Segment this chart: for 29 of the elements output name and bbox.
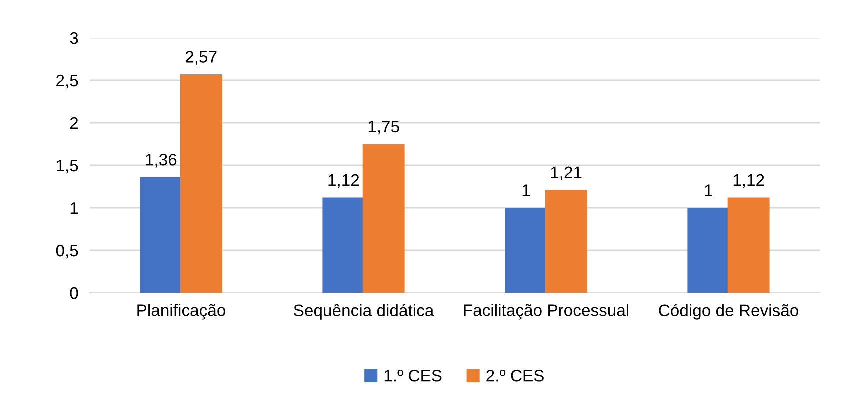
- y-tick-label: 0,5: [56, 244, 78, 259]
- data-label: 1: [705, 184, 712, 196]
- y-tick-label: 1,5: [56, 160, 78, 174]
- data-label: 1,12: [734, 174, 764, 188]
- y-tick-label: 3: [70, 32, 78, 44]
- y-tick-label: 2: [70, 117, 78, 130]
- x-tick-label: Planificação: [138, 304, 226, 320]
- bar: [728, 198, 770, 293]
- bar: [140, 177, 182, 293]
- legend-label: 2.º CES: [486, 370, 544, 382]
- x-tick-label: Código de Revisão: [659, 304, 798, 320]
- data-label: 1,75: [368, 120, 400, 135]
- data-label: 2,57: [186, 51, 217, 65]
- y-tick-label: 2,5: [56, 74, 78, 89]
- data-label: 1,12: [328, 174, 360, 188]
- bar: [545, 190, 588, 293]
- x-tick-label: Sequência didática: [294, 304, 434, 320]
- data-label: 1,21: [551, 166, 582, 180]
- y-tick-label: 0: [70, 287, 78, 300]
- bar: [362, 144, 405, 293]
- data-label: 1: [522, 184, 530, 196]
- data-label: 1,36: [146, 154, 177, 168]
- bar: [180, 74, 222, 293]
- bar: [505, 208, 548, 293]
- legend-label: 1.º CES: [384, 370, 442, 382]
- bar: [688, 208, 730, 293]
- bar: [322, 198, 365, 293]
- x-tick-label: Facilitação Processual: [464, 304, 629, 320]
- y-tick-label: 1: [70, 202, 78, 214]
